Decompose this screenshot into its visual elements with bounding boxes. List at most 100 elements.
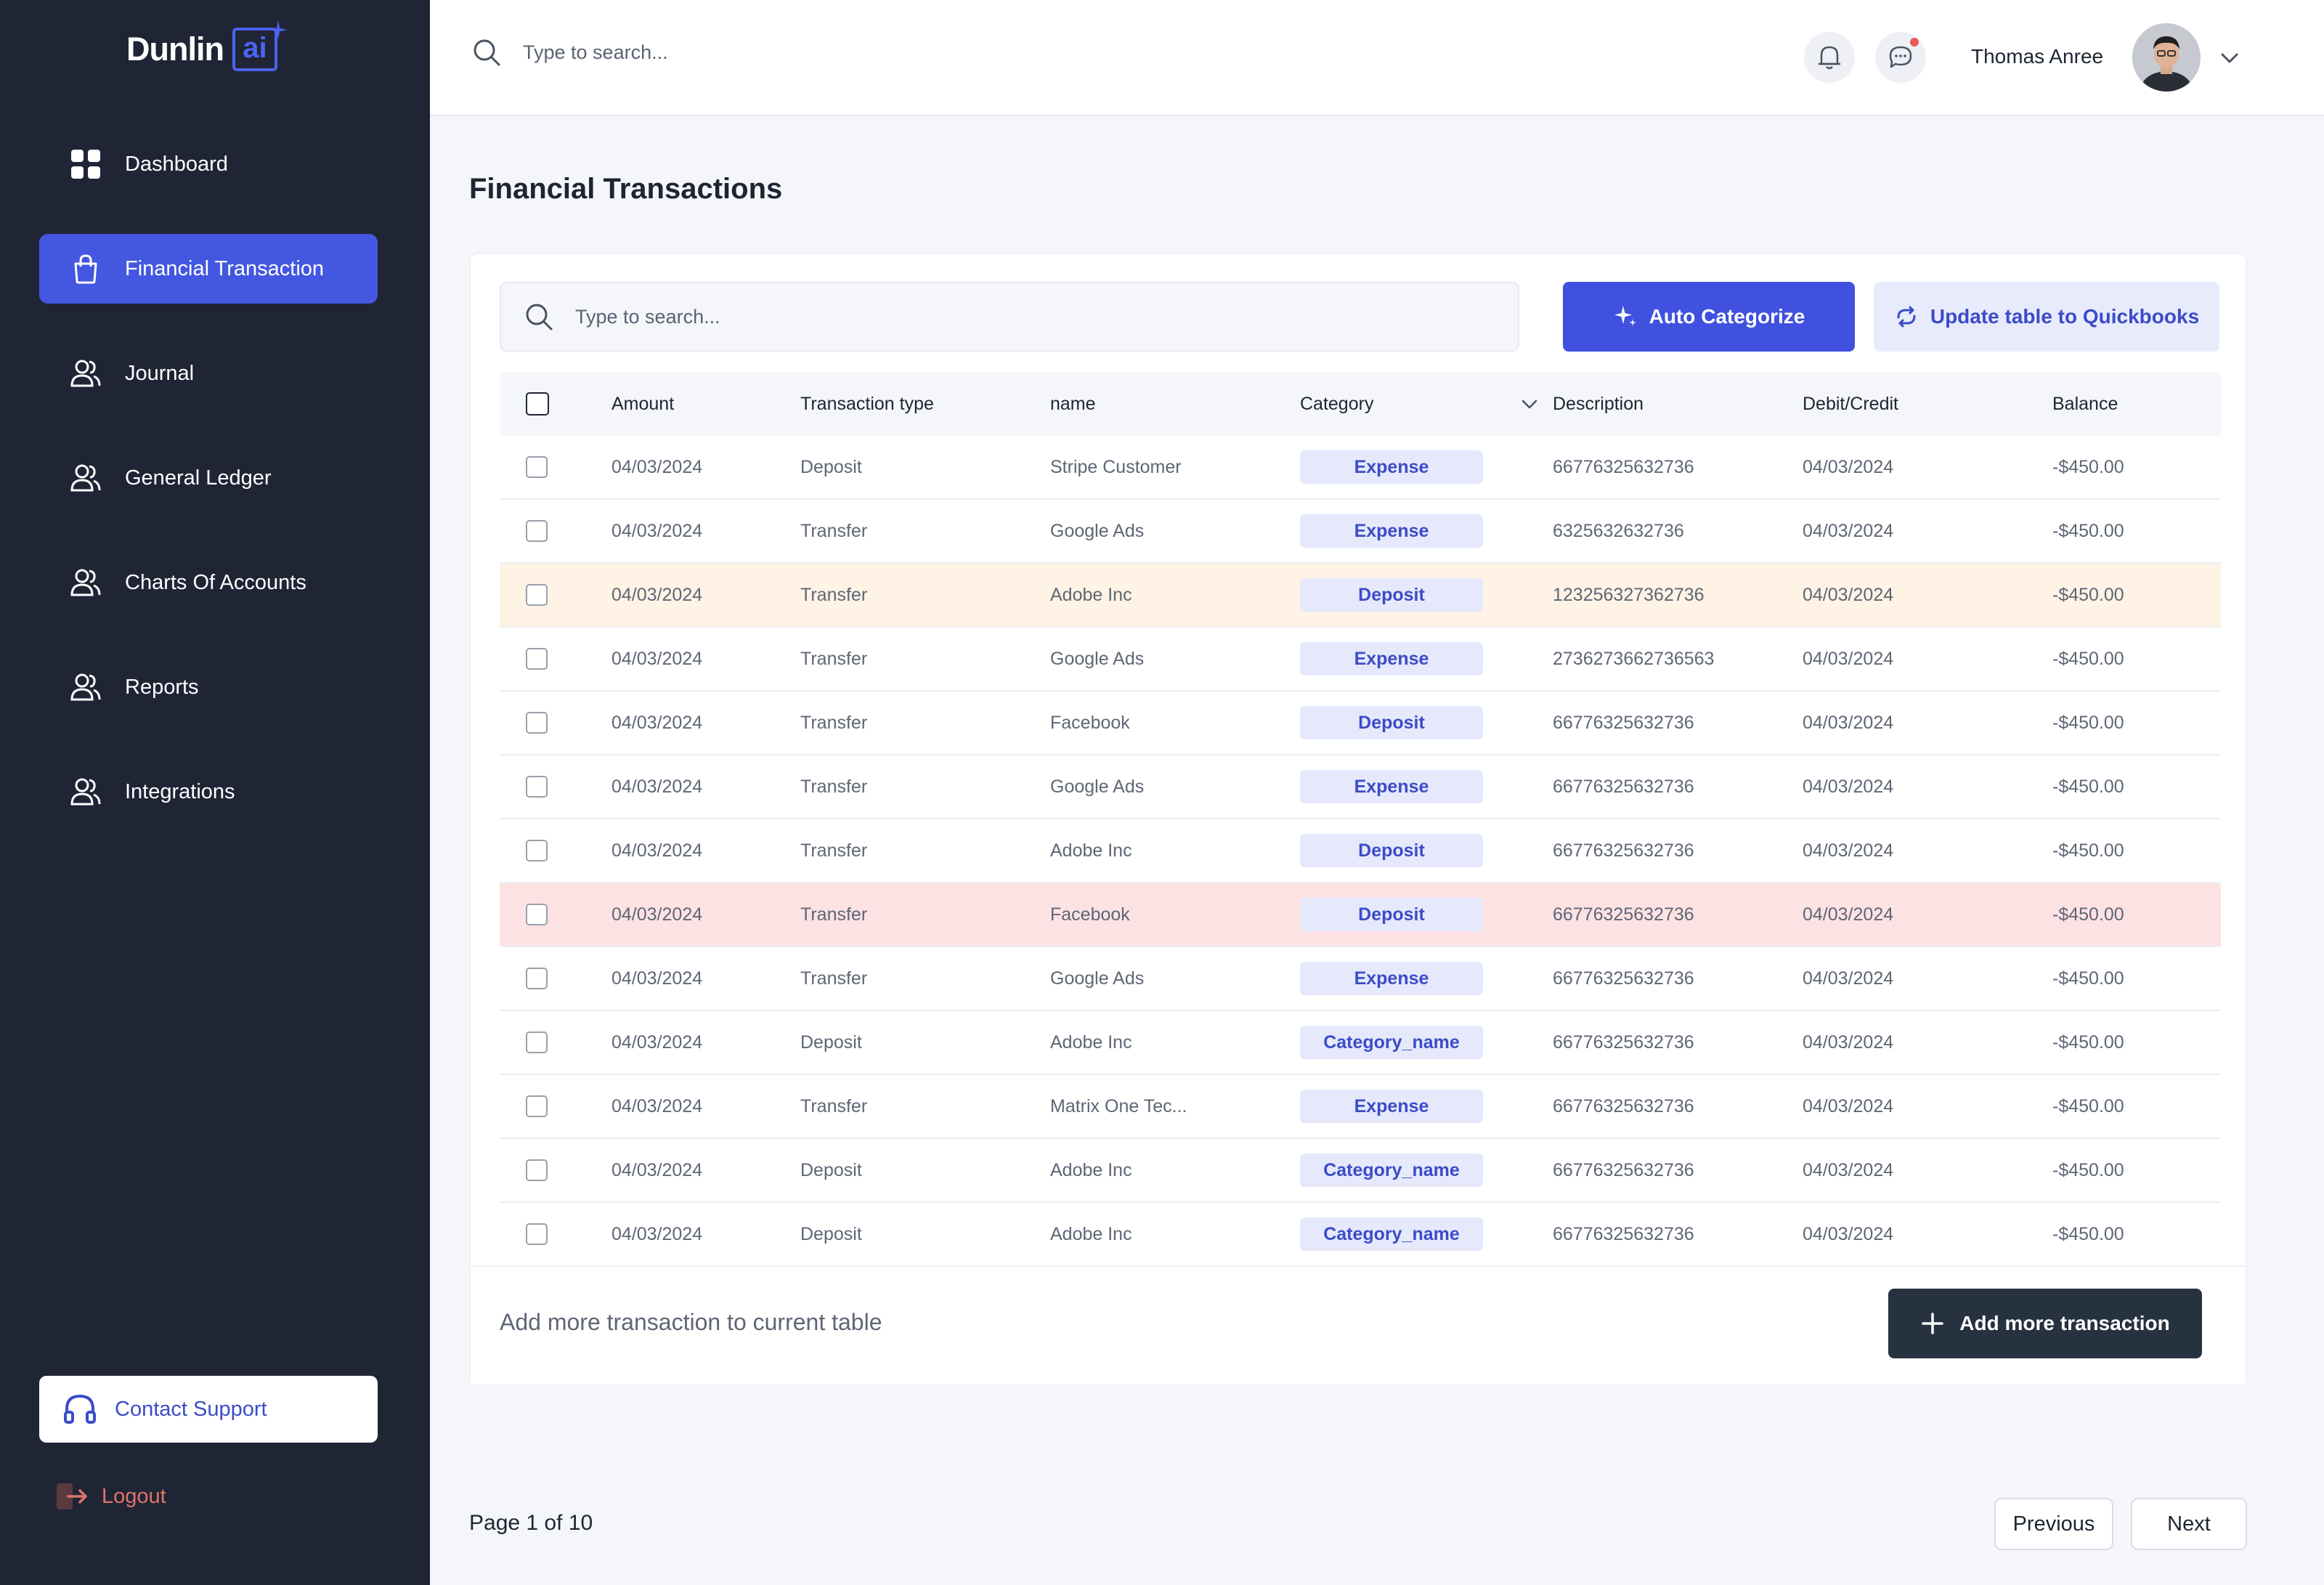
column-header-balance[interactable]: Balance: [2052, 393, 2118, 414]
transaction-type-cell: Deposit: [800, 1159, 862, 1180]
row-checkbox[interactable]: [526, 1095, 548, 1117]
brand-logo[interactable]: Dunlin ai: [126, 20, 288, 71]
category-badge[interactable]: Expense: [1300, 514, 1483, 548]
sidebar-item-dashboard[interactable]: Dashboard: [39, 129, 378, 199]
transaction-type-cell: Deposit: [800, 456, 862, 477]
table-row[interactable]: 04/03/2024 Deposit Adobe Inc Category_name 6…: [500, 1011, 2221, 1075]
row-checkbox[interactable]: [526, 520, 548, 542]
add-transaction-button[interactable]: Add more transaction: [1888, 1289, 2202, 1358]
select-all-checkbox[interactable]: [526, 392, 549, 415]
row-checkbox-cell: [500, 456, 612, 478]
sidebar-item-reports[interactable]: Reports: [39, 652, 378, 722]
avatar-image: [2132, 23, 2201, 92]
table-row[interactable]: 04/03/2024 Deposit Stripe Customer Expense 6…: [500, 436, 2221, 500]
category-badge[interactable]: Expense: [1300, 770, 1483, 803]
balance-cell: -$450.00: [2052, 648, 2124, 669]
column-header-transaction-type[interactable]: Transaction type: [800, 393, 934, 414]
logout-button[interactable]: Logout: [55, 1482, 166, 1511]
table-row[interactable]: 04/03/2024 Transfer Facebook Deposit 6677632…: [500, 883, 2221, 947]
sidebar-item-financial-transaction[interactable]: Financial Transaction: [39, 234, 378, 304]
chat-icon: [1889, 46, 1912, 68]
category-badge[interactable]: Expense: [1300, 1090, 1483, 1123]
previous-button[interactable]: Previous: [1994, 1498, 2113, 1550]
debit-credit-cell: 04/03/2024: [1803, 584, 1894, 605]
debit-credit-cell: 04/03/2024: [1803, 840, 1894, 861]
table-row[interactable]: 04/03/2024 Transfer Adobe Inc Deposit 667763…: [500, 819, 2221, 883]
row-checkbox[interactable]: [526, 456, 548, 478]
table-row[interactable]: 04/03/2024 Transfer Facebook Deposit 6677632…: [500, 692, 2221, 755]
name-cell: Google Ads: [1050, 776, 1145, 797]
sidebar-item-label: Charts Of Accounts: [125, 570, 306, 594]
category-cell: Deposit: [1300, 578, 1553, 612]
table-row[interactable]: 04/03/2024 Deposit Adobe Inc Category_name 6…: [500, 1203, 2221, 1267]
category-badge[interactable]: Category_name: [1300, 1217, 1483, 1251]
name-cell: Adobe Inc: [1050, 1159, 1132, 1180]
column-header-amount[interactable]: Amount: [612, 393, 675, 414]
debit-credit-cell: 04/03/2024: [1803, 1223, 1894, 1244]
category-badge[interactable]: Expense: [1300, 642, 1483, 676]
row-checkbox[interactable]: [526, 1159, 548, 1181]
category-cell: Expense: [1300, 514, 1553, 548]
table-search-input[interactable]: [575, 305, 1447, 328]
sidebar-item-general-ledger[interactable]: General Ledger: [39, 443, 378, 513]
amount-cell: 04/03/2024: [612, 1159, 703, 1180]
row-checkbox[interactable]: [526, 840, 548, 862]
row-checkbox[interactable]: [526, 968, 548, 989]
category-badge[interactable]: Expense: [1300, 962, 1483, 995]
sidebar-item-charts-of-accounts[interactable]: Charts Of Accounts: [39, 548, 378, 617]
table-row[interactable]: 04/03/2024 Transfer Google Ads Expense 27362…: [500, 628, 2221, 692]
search-input[interactable]: [523, 41, 959, 64]
table-row[interactable]: 04/03/2024 Transfer Google Ads Expense 63256…: [500, 500, 2221, 564]
column-header-name[interactable]: name: [1050, 393, 1096, 414]
dashboard-grid-icon: [70, 148, 102, 180]
category-badge[interactable]: Category_name: [1300, 1154, 1483, 1187]
avatar[interactable]: [2132, 23, 2201, 92]
sidebar-item-label: Integrations: [125, 779, 235, 803]
table-row[interactable]: 04/03/2024 Transfer Google Ads Expense 66776…: [500, 947, 2221, 1011]
table-row[interactable]: 04/03/2024 Transfer Matrix One Tec... Expen…: [500, 1075, 2221, 1139]
balance-cell: -$450.00: [2052, 1159, 2124, 1180]
category-badge[interactable]: Deposit: [1300, 834, 1483, 867]
category-badge[interactable]: Deposit: [1300, 898, 1483, 931]
table-row[interactable]: 04/03/2024 Deposit Adobe Inc Category_name 6…: [500, 1139, 2221, 1203]
amount-cell: 04/03/2024: [612, 520, 703, 541]
column-header-description[interactable]: Description: [1553, 393, 1644, 414]
balance-cell: -$450.00: [2052, 904, 2124, 925]
row-checkbox[interactable]: [526, 584, 548, 606]
name-cell: Stripe Customer: [1050, 456, 1182, 477]
update-quickbooks-button[interactable]: Update table to Quickbooks: [1874, 282, 2219, 352]
notifications-button[interactable]: [1804, 32, 1855, 83]
chevron-down-icon[interactable]: [2217, 45, 2243, 71]
category-badge[interactable]: Category_name: [1300, 1026, 1483, 1059]
table-row[interactable]: 04/03/2024 Transfer Google Ads Expense 66776…: [500, 755, 2221, 819]
amount-cell: 04/03/2024: [612, 584, 703, 605]
table-row[interactable]: 04/03/2024 Transfer Adobe Inc Deposit 123256…: [500, 564, 2221, 628]
contact-support-button[interactable]: Contact Support: [39, 1376, 378, 1443]
row-checkbox-cell: [500, 584, 612, 606]
transaction-type-cell: Deposit: [800, 1031, 862, 1053]
category-badge[interactable]: Deposit: [1300, 706, 1483, 739]
chevron-down-icon[interactable]: [1519, 393, 1540, 415]
auto-categorize-button[interactable]: Auto Categorize: [1563, 282, 1855, 352]
messages-button[interactable]: [1875, 32, 1926, 83]
description-cell: 6325632632736: [1553, 520, 1684, 541]
sidebar-item-label: Financial Transaction: [125, 256, 325, 280]
category-cell: Expense: [1300, 450, 1553, 484]
row-checkbox[interactable]: [526, 776, 548, 798]
add-transaction-label: Add more transaction: [1959, 1312, 2170, 1334]
next-button[interactable]: Next: [2131, 1498, 2247, 1550]
transactions-card: Auto Categorize Update table to Quickboo…: [469, 253, 2247, 1385]
column-header-category[interactable]: Category: [1300, 393, 1553, 415]
sidebar-nav: Dashboard Financial Transaction Journal …: [39, 129, 378, 862]
row-checkbox[interactable]: [526, 712, 548, 734]
sidebar-item-journal[interactable]: Journal: [39, 339, 378, 408]
sidebar-item-integrations[interactable]: Integrations: [39, 757, 378, 827]
row-checkbox[interactable]: [526, 1031, 548, 1053]
row-checkbox[interactable]: [526, 1223, 548, 1245]
amount-cell: 04/03/2024: [612, 776, 703, 797]
category-badge[interactable]: Deposit: [1300, 578, 1483, 612]
row-checkbox[interactable]: [526, 904, 548, 925]
row-checkbox[interactable]: [526, 648, 548, 670]
category-badge[interactable]: Expense: [1300, 450, 1483, 484]
column-header-debit-credit[interactable]: Debit/Credit: [1803, 393, 1898, 414]
